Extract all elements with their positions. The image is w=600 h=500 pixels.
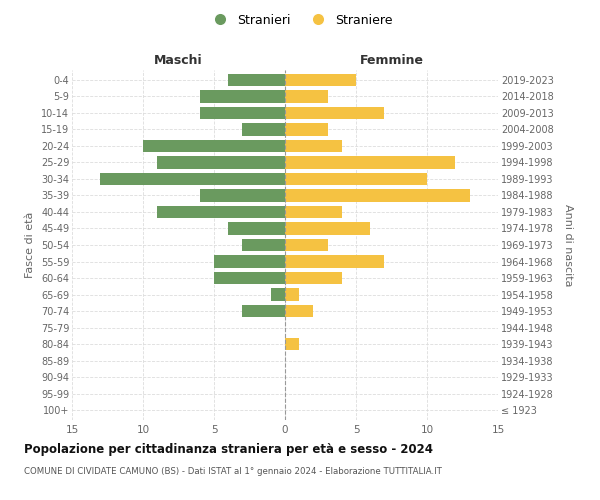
Bar bbox=[285, 305, 313, 317]
Legend: Stranieri, Straniere: Stranieri, Straniere bbox=[202, 8, 398, 32]
Text: COMUNE DI CIVIDATE CAMUNO (BS) - Dati ISTAT al 1° gennaio 2024 - Elaborazione TU: COMUNE DI CIVIDATE CAMUNO (BS) - Dati IS… bbox=[24, 468, 442, 476]
Bar bbox=[157, 206, 285, 218]
Bar bbox=[200, 106, 285, 119]
Bar bbox=[285, 288, 299, 300]
Bar bbox=[285, 190, 470, 202]
Text: Femmine: Femmine bbox=[359, 54, 424, 68]
Y-axis label: Anni di nascita: Anni di nascita bbox=[563, 204, 573, 286]
Bar bbox=[285, 74, 356, 86]
Bar bbox=[100, 173, 285, 185]
Bar bbox=[285, 338, 299, 350]
Bar bbox=[214, 256, 285, 268]
Bar bbox=[242, 305, 285, 317]
Bar bbox=[228, 74, 285, 86]
Bar bbox=[271, 288, 285, 300]
Bar bbox=[242, 239, 285, 251]
Bar bbox=[157, 156, 285, 168]
Bar bbox=[285, 90, 328, 102]
Bar bbox=[285, 272, 342, 284]
Bar bbox=[285, 140, 342, 152]
Bar bbox=[285, 206, 342, 218]
Bar bbox=[285, 173, 427, 185]
Bar bbox=[228, 222, 285, 234]
Text: Popolazione per cittadinanza straniera per età e sesso - 2024: Popolazione per cittadinanza straniera p… bbox=[24, 442, 433, 456]
Bar bbox=[285, 156, 455, 168]
Bar bbox=[143, 140, 285, 152]
Bar bbox=[285, 222, 370, 234]
Bar bbox=[242, 123, 285, 136]
Y-axis label: Fasce di età: Fasce di età bbox=[25, 212, 35, 278]
Bar bbox=[285, 256, 385, 268]
Bar bbox=[285, 123, 328, 136]
Text: Maschi: Maschi bbox=[154, 54, 203, 68]
Bar bbox=[214, 272, 285, 284]
Bar bbox=[285, 106, 385, 119]
Bar bbox=[285, 239, 328, 251]
Bar bbox=[200, 190, 285, 202]
Bar bbox=[200, 90, 285, 102]
